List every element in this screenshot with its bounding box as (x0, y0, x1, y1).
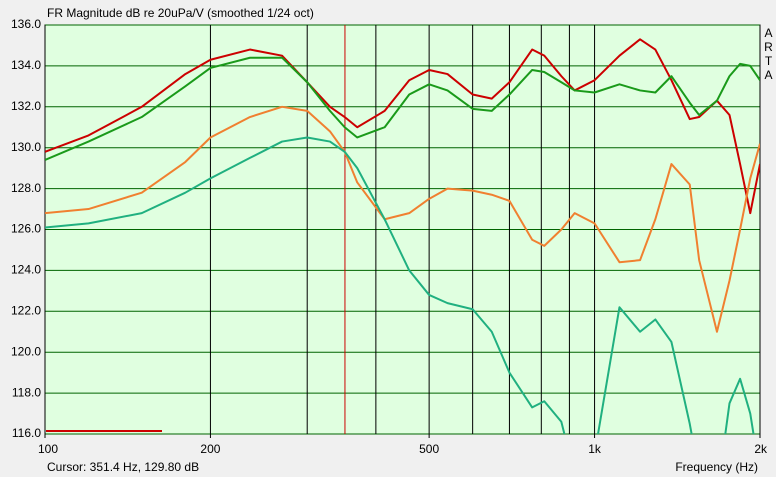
logo: ARTA (764, 26, 773, 82)
series-line (45, 38, 760, 215)
x-tick-label: 100 (38, 442, 58, 456)
y-tick-label: 134.0 (11, 58, 41, 72)
y-tick-label: 116.0 (12, 426, 41, 440)
x-tick-label: 500 (419, 442, 439, 456)
x-tick-label: 200 (200, 442, 220, 456)
y-tick-label: 132.0 (11, 99, 41, 113)
series-line (45, 105, 760, 333)
y-tick-label: 124.0 (11, 263, 41, 277)
y-tick-label: 118.0 (12, 385, 41, 399)
x-tick-label: 1k (588, 442, 602, 456)
series-line (45, 136, 755, 434)
x-tick-label: 2k (754, 442, 768, 456)
y-tick-label: 136.0 (11, 17, 41, 31)
chart-title: FR Magnitude dB re 20uPa/V (smoothed 1/2… (47, 6, 314, 20)
y-tick-label: 122.0 (11, 303, 41, 317)
x-axis-label: Frequency (Hz) (675, 460, 758, 474)
series-line (45, 56, 760, 161)
y-tick-label: 128.0 (11, 181, 41, 195)
y-tick-label: 130.0 (11, 140, 41, 154)
y-tick-label: 120.0 (11, 344, 41, 358)
y-tick-label: 126.0 (11, 222, 41, 236)
cursor-readout: Cursor: 351.4 Hz, 129.80 dB (47, 460, 199, 474)
